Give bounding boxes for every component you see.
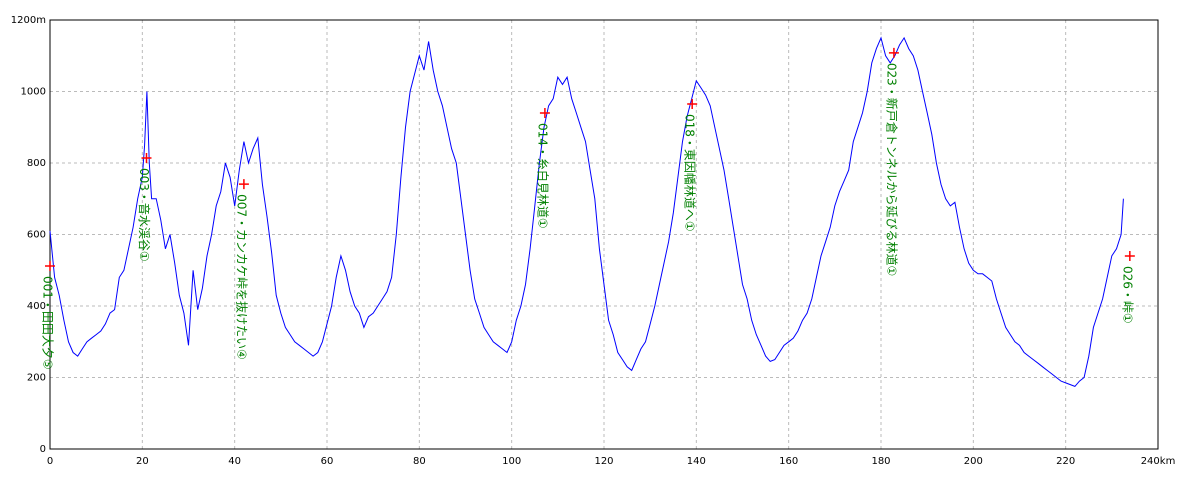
waypoint-marker: [1124, 250, 1135, 261]
x-tick-label: 220: [1056, 456, 1075, 467]
waypoint-label: 026・峠①: [1120, 266, 1135, 324]
elevation-line: [49, 36, 1124, 387]
x-tick-label: 200: [964, 456, 983, 467]
x-tick-label: 240km: [1141, 456, 1176, 467]
waypoint-marker: [141, 152, 152, 163]
y-tick-label: 0: [40, 444, 46, 455]
x-tick-label: 100: [502, 456, 521, 467]
y-tick-label: 200: [27, 373, 46, 384]
waypoint-label: 001・田田大夕⑤: [41, 276, 55, 370]
waypoint-label: 018・東因幡林道へ①: [683, 114, 698, 232]
waypoint-marker: [45, 260, 55, 271]
y-tick-label: 400: [27, 301, 46, 312]
waypoint-label: 003・音水渓谷①: [137, 168, 152, 262]
y-tick-label: 1200m: [11, 15, 46, 26]
y-tick-label: 600: [27, 230, 46, 241]
waypoint-label: 023・新戸倉トンネルから延びる林道①: [884, 63, 899, 276]
waypoint-label: 014・糸白見林道①: [535, 123, 550, 229]
waypoint-marker: [539, 107, 550, 118]
x-tick-label: 60: [321, 456, 334, 467]
waypoint-label: 007・カンカケ峠を抜けたい④: [234, 194, 249, 360]
x-tick-label: 20: [136, 456, 149, 467]
x-tick-label: 160: [779, 456, 798, 467]
x-tick-label: 180: [871, 456, 890, 467]
waypoint-marker: [687, 99, 698, 110]
x-tick-label: 80: [413, 456, 426, 467]
waypoint-marker: [888, 47, 899, 58]
y-tick-label: 800: [27, 158, 46, 169]
x-tick-label: 140: [687, 456, 706, 467]
waypoint-marker: [238, 179, 249, 190]
x-tick-label: 40: [228, 456, 241, 467]
y-tick-label: 1000: [21, 87, 46, 98]
x-tick-label: 120: [594, 456, 613, 467]
x-tick-label: 0: [47, 456, 53, 467]
